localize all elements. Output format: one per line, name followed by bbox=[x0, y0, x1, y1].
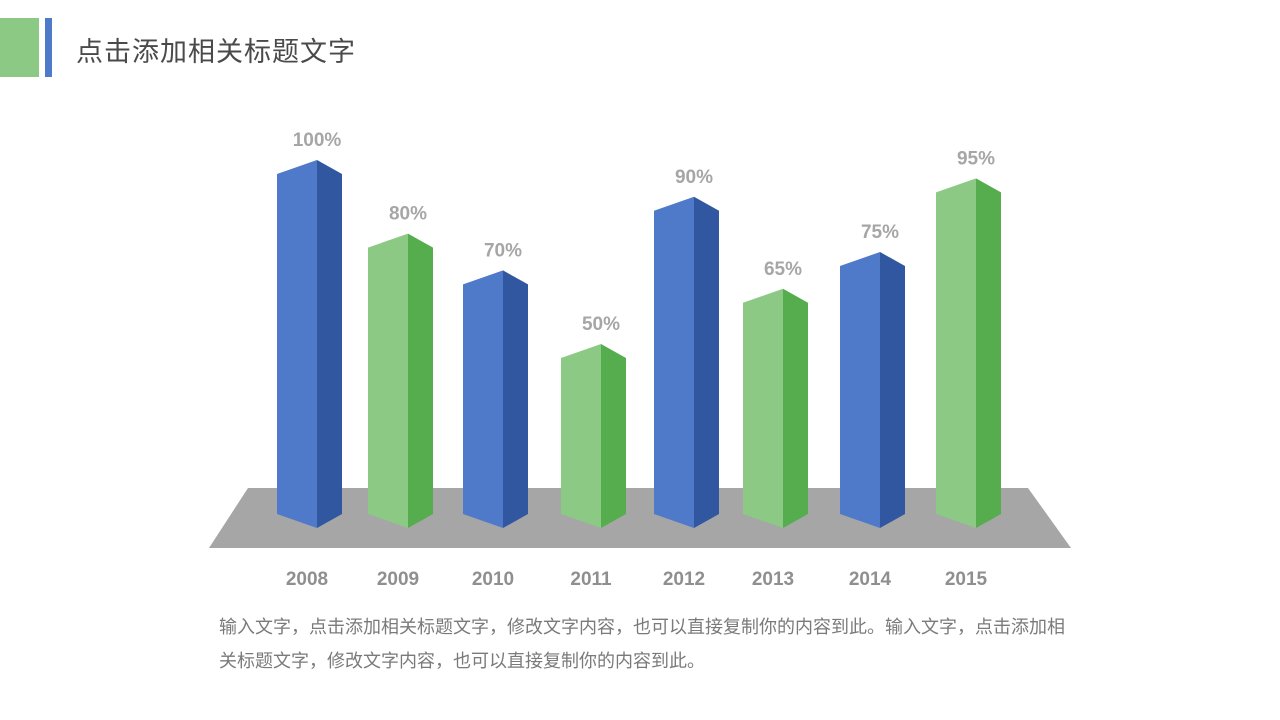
category-label: 2014 bbox=[849, 569, 892, 590]
category-label: 2013 bbox=[752, 569, 794, 590]
bar-front-2008 bbox=[277, 160, 317, 528]
bar-side-2010 bbox=[503, 270, 528, 528]
bar-front-2013 bbox=[743, 288, 783, 528]
bar-side-2011 bbox=[601, 344, 626, 528]
category-label: 2008 bbox=[286, 569, 328, 590]
body-text: 输入文字，点击添加相关标题文字，修改文字内容，也可以直接复制你的内容到此。输入文… bbox=[219, 617, 1065, 672]
value-label: 50% bbox=[582, 314, 620, 335]
bar-side-2009 bbox=[408, 233, 433, 528]
chart-bars bbox=[277, 160, 1001, 529]
bar-side-2014 bbox=[880, 252, 905, 528]
value-label: 70% bbox=[484, 240, 522, 261]
bar-side-2008 bbox=[317, 160, 342, 528]
category-label: 2011 bbox=[570, 569, 612, 590]
column-chart: 100%80%70%50%90%65%75%95% 2008 2009 2010 20… bbox=[209, 130, 1071, 590]
category-label: 2010 bbox=[472, 569, 514, 590]
bar-side-2012 bbox=[694, 196, 719, 529]
bar-front-2014 bbox=[840, 252, 880, 528]
category-label: 2009 bbox=[377, 569, 419, 590]
value-label: 80% bbox=[389, 204, 427, 225]
title-accent-blue-bar bbox=[45, 18, 52, 77]
bar-front-2015 bbox=[936, 178, 976, 528]
bar-front-2009 bbox=[368, 233, 408, 528]
title-accent-green-block bbox=[0, 18, 39, 77]
page-title: 点击添加相关标题文字 bbox=[76, 37, 356, 68]
bar-side-2015 bbox=[976, 178, 1001, 528]
chart-value-labels: 100% 80% 70% 50% 90% 65% 75% 95% bbox=[293, 130, 995, 335]
chart-category-labels: 2008 2009 2010 2011 2012 2013 2014 2015 bbox=[286, 569, 988, 590]
bar-front-2010 bbox=[463, 270, 503, 528]
value-label: 100% bbox=[293, 130, 342, 151]
bar-side-2013 bbox=[783, 288, 808, 528]
value-label: 75% bbox=[861, 222, 899, 243]
bar-front-2011 bbox=[561, 344, 601, 528]
bar-front-2012 bbox=[654, 196, 694, 529]
value-label: 95% bbox=[957, 148, 995, 169]
category-label: 2012 bbox=[663, 569, 705, 590]
value-label: 65% bbox=[764, 259, 802, 280]
value-label: 90% bbox=[675, 167, 713, 188]
category-label: 2015 bbox=[945, 569, 988, 590]
